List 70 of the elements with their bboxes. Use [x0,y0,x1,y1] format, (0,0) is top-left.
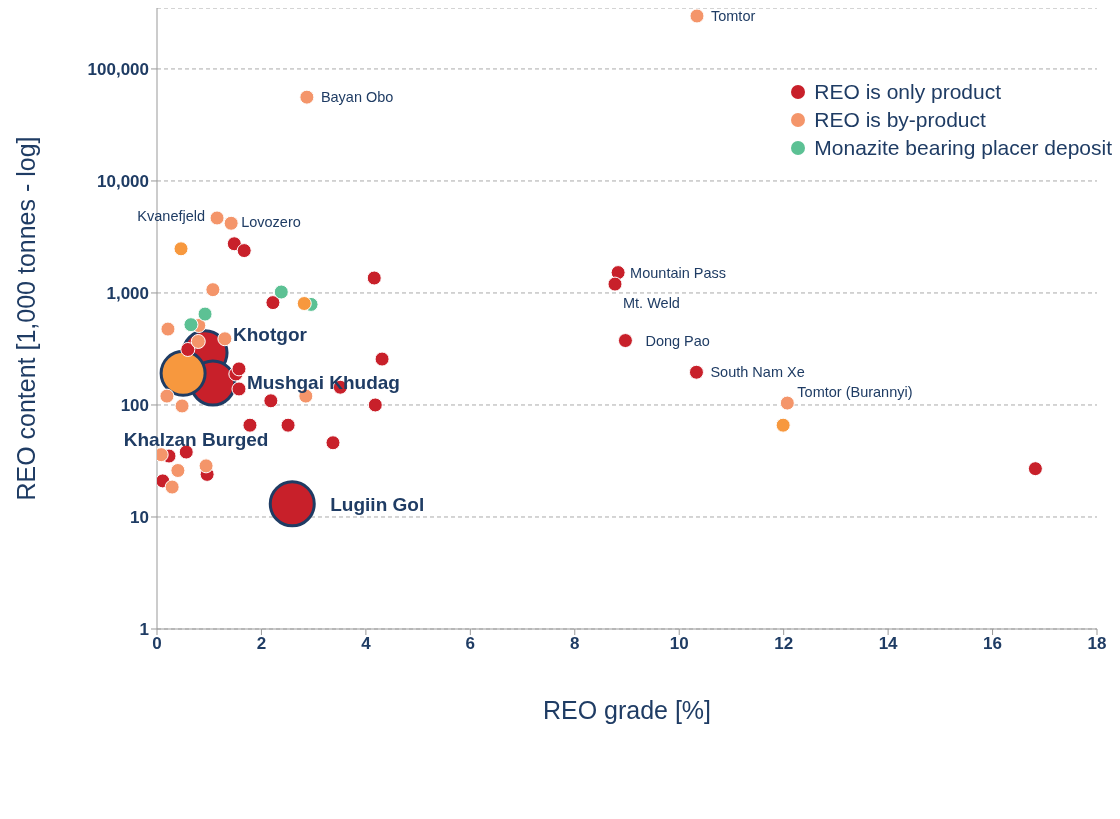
y-tick-label: 1,000 [106,284,149,303]
annotation: Lovozero [241,214,301,231]
x-tick-label: 10 [669,634,689,654]
point [775,417,791,433]
point [164,479,180,495]
point [374,351,390,367]
annotation: Dong Pao [645,332,710,349]
x-axis-title: REO grade [%] [542,696,712,724]
annotation: Tomtor [710,7,756,24]
point [366,270,382,286]
point [231,381,247,397]
annotation: Kvanefjeld [137,207,206,224]
point [198,458,214,474]
point [367,397,383,413]
point [242,417,258,433]
point [263,393,279,409]
point [183,317,199,333]
legend-label: Monazite bearing placer deposit [814,135,1112,161]
point [1027,461,1043,477]
legend-label: REO is by-product [814,107,986,133]
annotation: Lugiin Gol [330,493,425,515]
annotation: South Nam Xe [710,364,805,381]
y-tick-label: 10,000 [97,171,149,191]
point [273,284,289,300]
point [296,296,312,312]
point [209,210,225,226]
point [617,333,633,349]
point [236,243,252,259]
x-tick-label: 18 [1087,634,1107,654]
point [325,435,341,451]
annotation: Mushgai Khudag [246,372,400,394]
y-tick-label: 100 [120,396,149,416]
annotation: Khalzan Burged [123,429,269,451]
point [223,215,239,231]
point [197,306,213,322]
x-tick-label: 6 [465,634,476,654]
point [280,417,296,433]
annotation: Khotgor [233,323,308,345]
annotation: Tomtor (Burannyi) [797,384,913,401]
point [779,395,795,411]
point [689,8,705,24]
annotation: Mountain Pass [630,264,727,281]
point [688,364,704,380]
point [205,282,221,298]
y-tick-label: 10 [130,508,149,528]
point [159,388,175,404]
y-tick-label: 1 [139,620,149,640]
annotation: Bayan Obo [320,89,394,106]
x-tick-label: 16 [983,634,1003,654]
x-tick-label: 8 [570,634,580,654]
x-tick-label: 4 [361,634,372,654]
point [299,89,315,105]
x-tick-label: 12 [774,634,794,654]
point [607,276,623,292]
annotation: Mt. Weld [622,295,680,312]
point [173,241,189,257]
point [226,236,242,252]
point [170,463,186,479]
x-tick-label: 14 [878,634,899,654]
x-tick-label: 2 [256,634,267,654]
x-tick-label: 0 [152,634,162,654]
legend-label: REO is only product [814,79,1002,105]
point [174,398,190,414]
point [217,331,233,347]
point [265,295,281,311]
point [160,321,176,337]
y-axis-title: REO content [1,000 tonnes - log] [11,136,40,501]
point [231,361,247,377]
point [180,341,196,357]
y-tick-label: 100,000 [87,59,149,79]
